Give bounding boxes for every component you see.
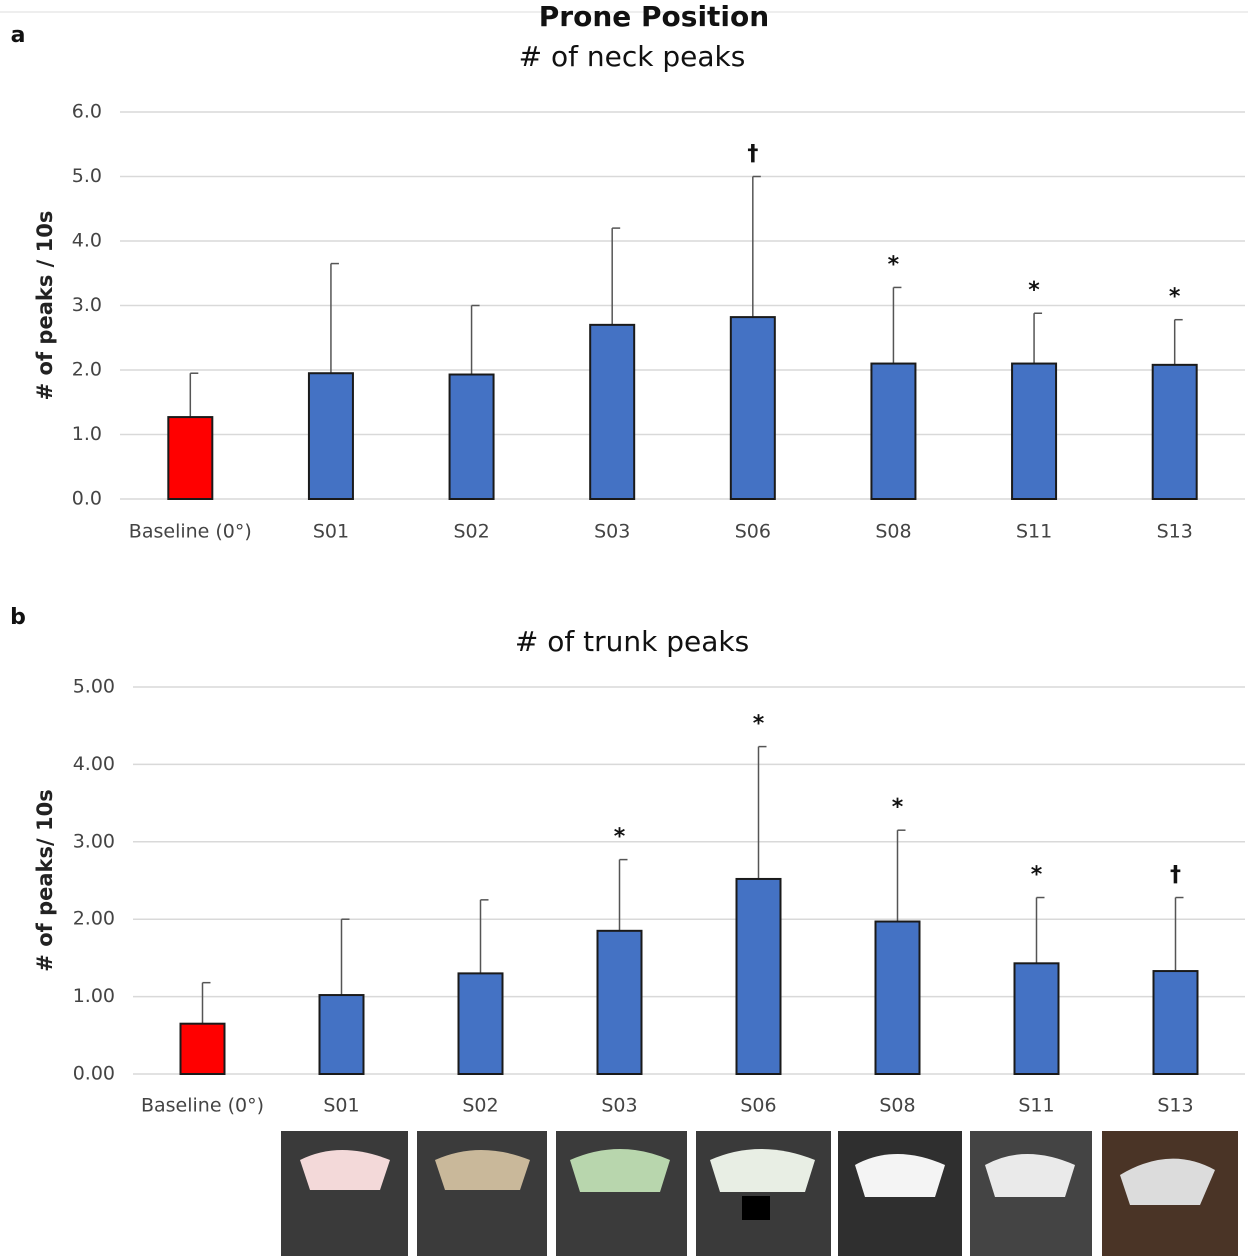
bar <box>870 362 917 500</box>
x-tick-label: S13 <box>1157 1095 1193 1117</box>
x-tick-label: S01 <box>313 521 349 543</box>
x-tick-label: S13 <box>1157 521 1193 543</box>
x-tick-label: S03 <box>601 1095 637 1117</box>
y-tick-label: 4.00 <box>73 753 115 775</box>
y-tick-label: 3.0 <box>72 294 102 316</box>
bar <box>307 372 354 501</box>
significance-marker: * <box>892 795 904 820</box>
panel-label: b <box>10 605 26 630</box>
x-tick-label: S06 <box>740 1095 776 1117</box>
significance-marker: * <box>753 712 765 737</box>
x-tick-label: S11 <box>1016 521 1052 543</box>
y-tick-label: 0.0 <box>72 488 102 510</box>
bar <box>448 373 495 501</box>
significance-marker: † <box>747 142 758 167</box>
bar <box>589 323 636 500</box>
bar <box>1013 962 1060 1075</box>
bar <box>1151 363 1198 500</box>
x-tick-label: S01 <box>323 1095 359 1117</box>
bar <box>596 929 643 1075</box>
x-tick-label: S06 <box>735 521 771 543</box>
bar <box>318 994 365 1075</box>
significance-marker: * <box>888 252 900 277</box>
x-tick-label: Baseline (0°) <box>141 1095 264 1117</box>
bar <box>735 877 782 1076</box>
significance-marker: * <box>614 825 626 850</box>
y-tick-label: 0.00 <box>73 1063 115 1085</box>
y-tick-label: 2.0 <box>72 359 102 381</box>
y-tick-label: 1.0 <box>72 423 102 445</box>
photo-strip <box>281 1131 1238 1256</box>
x-tick-label: S03 <box>594 521 630 543</box>
bar <box>167 416 214 500</box>
y-tick-label: 6.0 <box>72 101 102 123</box>
y-tick-label: 5.0 <box>72 165 102 187</box>
significance-marker: * <box>1028 278 1040 303</box>
bar <box>1152 970 1199 1075</box>
chart-title: # of trunk peaks <box>515 625 749 658</box>
significance-marker: * <box>1169 285 1181 310</box>
panel-label: a <box>11 23 26 48</box>
bar <box>179 1022 226 1076</box>
y-tick-label: 1.00 <box>73 985 115 1007</box>
figure-title: Prone Position <box>539 0 769 33</box>
bar <box>729 316 776 500</box>
y-tick-label: 5.00 <box>73 676 115 698</box>
y-tick-label: 4.0 <box>72 230 102 252</box>
bar <box>457 972 504 1076</box>
x-tick-label: S08 <box>875 521 911 543</box>
significance-marker: † <box>1170 863 1181 888</box>
bar <box>874 920 921 1075</box>
x-tick-label: S11 <box>1018 1095 1054 1117</box>
y-axis-label: # of peaks / 10s <box>33 211 57 401</box>
x-tick-label: Baseline (0°) <box>129 521 252 543</box>
y-axis-label: # of peaks/ 10s <box>33 789 57 971</box>
bar <box>1011 362 1058 500</box>
x-tick-label: S02 <box>453 521 489 543</box>
significance-marker: * <box>1031 863 1043 888</box>
y-tick-label: 2.00 <box>73 908 115 930</box>
y-tick-label: 3.00 <box>73 830 115 852</box>
x-tick-label: S08 <box>879 1095 915 1117</box>
x-tick-label: S02 <box>462 1095 498 1117</box>
chart-title: # of neck peaks <box>519 40 746 73</box>
